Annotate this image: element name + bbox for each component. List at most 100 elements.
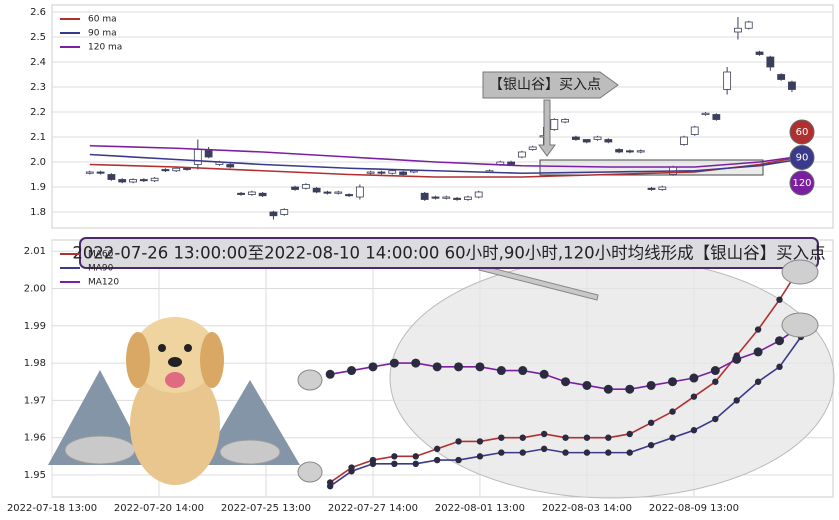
dog-body	[130, 365, 220, 485]
candle-body	[582, 139, 591, 143]
candle-body	[226, 164, 235, 168]
end-label: 90	[796, 153, 809, 164]
ma-point	[775, 336, 785, 346]
ma-point	[391, 453, 398, 460]
ma-point	[498, 449, 505, 456]
top-plot-area	[51, 4, 834, 229]
candle-body	[701, 112, 710, 115]
candle-body	[345, 194, 353, 197]
y-tick-label: 1.98	[24, 358, 46, 369]
y-tick-label: 1.8	[30, 207, 46, 218]
ma-point	[710, 366, 720, 376]
y-tick-label: 1.99	[24, 321, 46, 332]
ma-point	[389, 358, 399, 368]
end-label: 120	[792, 178, 811, 189]
candle-body	[280, 209, 289, 215]
ma-point	[603, 384, 613, 394]
ma-point	[562, 434, 569, 441]
ma-point	[583, 449, 591, 456]
ingot	[64, 435, 136, 465]
ma-point	[647, 419, 655, 426]
legend-label: 90 ma	[88, 29, 117, 39]
x-tick-label: 2022-08-09 13:00	[649, 503, 739, 514]
candle-body	[150, 177, 159, 182]
candle-body	[269, 211, 278, 217]
dog-ear	[200, 332, 224, 388]
candle-body	[615, 149, 624, 153]
candle-body	[193, 149, 202, 165]
ma-point	[539, 369, 549, 379]
y-tick-label: 1.96	[24, 433, 46, 444]
ma-point	[518, 366, 528, 376]
candle-body	[183, 167, 191, 170]
legend-label: 120 ma	[88, 43, 122, 53]
candle-body	[388, 170, 397, 174]
legend-label: MA90	[88, 264, 114, 274]
ma-point	[712, 415, 719, 423]
ma-point	[412, 460, 419, 468]
ma-point	[519, 434, 526, 441]
ma-point	[669, 434, 676, 441]
candle-body	[442, 196, 451, 199]
ma-point	[753, 347, 763, 357]
ma-point	[369, 460, 377, 468]
end-badge	[789, 170, 815, 196]
legend-label: MA120	[88, 278, 119, 288]
candle-body	[107, 174, 116, 180]
y-tick-label: 2.1	[30, 132, 46, 143]
candle-body	[517, 151, 526, 158]
candle-body	[604, 139, 613, 143]
candle-body	[744, 21, 753, 29]
x-tick-label: 2022-07-27 14:00	[328, 503, 418, 514]
candle-body	[680, 136, 688, 145]
annotation: 【银山谷】买入点	[489, 77, 601, 93]
ma-point	[626, 449, 633, 456]
ma-point	[562, 449, 569, 456]
candle-body	[550, 119, 559, 130]
ma-point	[326, 482, 334, 490]
ma-point	[475, 362, 485, 372]
ma-point	[690, 393, 698, 400]
candle-body	[572, 136, 580, 140]
candle-body	[258, 192, 267, 197]
down-arrow	[538, 99, 556, 157]
ingot	[781, 259, 819, 285]
y-tick-label: 2.00	[24, 283, 46, 294]
candle-body	[301, 184, 310, 189]
ma-point	[325, 369, 335, 379]
candle-body	[96, 171, 105, 174]
candle-body	[237, 192, 245, 195]
ma-point	[540, 445, 548, 453]
dog-eye	[184, 344, 192, 352]
y-tick-label: 2.0	[30, 157, 46, 168]
candle-body	[658, 186, 667, 190]
ma-point	[476, 438, 484, 445]
mountain	[200, 380, 300, 465]
ma-point	[754, 326, 762, 333]
ma-point	[368, 362, 378, 372]
ma-point	[646, 380, 656, 390]
ma-point	[519, 449, 526, 456]
candle-body	[129, 179, 137, 183]
y-tick-label: 2.01	[24, 246, 46, 257]
ma-point	[561, 377, 571, 387]
end-badge	[789, 145, 815, 170]
ma-point	[582, 380, 592, 390]
ma-point	[476, 453, 484, 460]
candle-body	[139, 179, 148, 182]
annotation-arrow	[482, 71, 619, 99]
candle-body	[507, 161, 515, 165]
legend-label: MA60	[88, 250, 114, 260]
chart-title: 2022-07-26 13:00:00至2022-08-10 14:00:00 …	[72, 244, 825, 263]
y-tick-label: 1.95	[24, 470, 46, 481]
ma-point	[433, 445, 441, 453]
dog-nose	[168, 357, 182, 367]
legend-label: 60 ma	[88, 15, 117, 25]
ma-point	[412, 453, 419, 460]
candle-body	[647, 187, 656, 190]
y-tick-label: 1.97	[24, 395, 46, 406]
ma-point	[647, 441, 655, 449]
ma-point	[689, 373, 699, 383]
candle-body	[85, 171, 94, 174]
candle-body	[593, 136, 602, 140]
